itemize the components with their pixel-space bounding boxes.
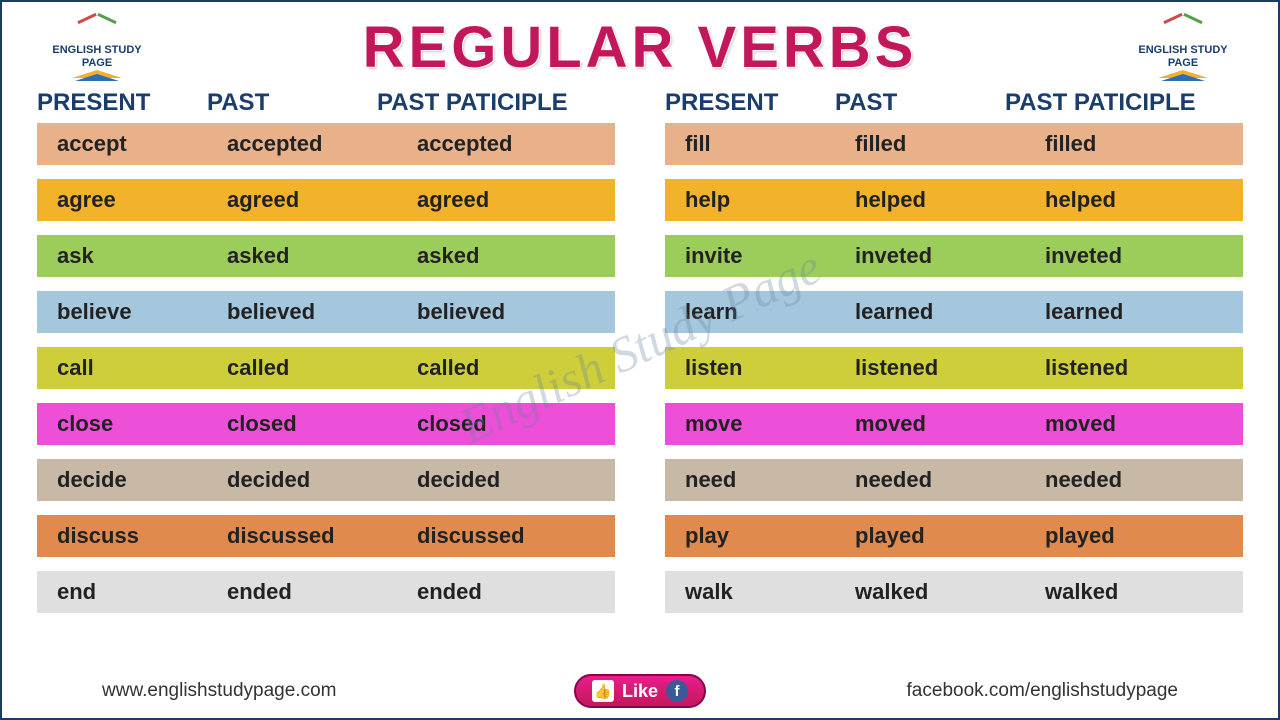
verb-past: listened xyxy=(855,355,1045,381)
footer: www.englishstudypage.com 👍 Like f facebo… xyxy=(2,674,1278,708)
header-past: PAST xyxy=(207,89,377,117)
verb-past: accepted xyxy=(227,131,417,157)
verb-past-participle: agreed xyxy=(417,187,615,213)
verb-row: inviteinvetedinveted xyxy=(665,235,1243,277)
verb-past-participle: ended xyxy=(417,579,615,605)
verb-present: agree xyxy=(57,187,227,213)
verb-present: listen xyxy=(685,355,855,381)
verb-past: ended xyxy=(227,579,417,605)
page-title: REGULAR VERBS xyxy=(2,2,1278,81)
verb-row: walkwalkedwalked xyxy=(665,571,1243,613)
verb-present: play xyxy=(685,523,855,549)
logo-left: ENGLISH STUDY PAGE xyxy=(32,12,162,82)
footer-url-right: facebook.com/englishstudypage xyxy=(907,680,1178,702)
verb-past: played xyxy=(855,523,1045,549)
verb-present: invite xyxy=(685,243,855,269)
verb-present: call xyxy=(57,355,227,381)
verb-present: move xyxy=(685,411,855,437)
verb-row: playplayedplayed xyxy=(665,515,1243,557)
verb-row: callcalledcalled xyxy=(37,347,615,389)
verb-present: ask xyxy=(57,243,227,269)
verb-past-participle: needed xyxy=(1045,467,1243,493)
verb-row: decidedecideddecided xyxy=(37,459,615,501)
verb-row: believebelievedbelieved xyxy=(37,291,615,333)
verb-past-participle: moved xyxy=(1045,411,1243,437)
verb-row: endendedended xyxy=(37,571,615,613)
header-past: PAST xyxy=(835,89,1005,117)
verb-past: helped xyxy=(855,187,1045,213)
verb-past-participle: walked xyxy=(1045,579,1243,605)
verb-present: end xyxy=(57,579,227,605)
verb-past-participle: learned xyxy=(1045,299,1243,325)
verb-row: askaskedasked xyxy=(37,235,615,277)
column-headers: PRESENT PAST PAST PATICIPLE xyxy=(37,89,615,117)
verb-present: walk xyxy=(685,579,855,605)
verb-past-participle: played xyxy=(1045,523,1243,549)
verb-row: closeclosedclosed xyxy=(37,403,615,445)
verb-past-participle: closed xyxy=(417,411,615,437)
logo-text: ENGLISH STUDY PAGE xyxy=(1118,44,1248,70)
content: PRESENT PAST PAST PATICIPLE acceptaccept… xyxy=(2,81,1278,627)
verb-present: need xyxy=(685,467,855,493)
verb-past: closed xyxy=(227,411,417,437)
left-column: PRESENT PAST PAST PATICIPLE acceptaccept… xyxy=(37,89,615,627)
verb-past: inveted xyxy=(855,243,1045,269)
verb-past-participle: inveted xyxy=(1045,243,1243,269)
like-badge[interactable]: 👍 Like f xyxy=(574,674,706,708)
verb-past: asked xyxy=(227,243,417,269)
verb-past-participle: helped xyxy=(1045,187,1243,213)
verb-past: moved xyxy=(855,411,1045,437)
header-present: PRESENT xyxy=(37,89,207,117)
verb-past: decided xyxy=(227,467,417,493)
verb-past: learned xyxy=(855,299,1045,325)
verb-present: believe xyxy=(57,299,227,325)
verb-past: discussed xyxy=(227,523,417,549)
verb-row: helphelpedhelped xyxy=(665,179,1243,221)
right-column: PRESENT PAST PAST PATICIPLE fillfilledfi… xyxy=(665,89,1243,627)
verb-row: acceptacceptedaccepted xyxy=(37,123,615,165)
verb-present: fill xyxy=(685,131,855,157)
logo-right: ENGLISH STUDY PAGE xyxy=(1118,12,1248,82)
verb-past-participle: believed xyxy=(417,299,615,325)
verb-row: agreeagreedagreed xyxy=(37,179,615,221)
verb-present: close xyxy=(57,411,227,437)
verb-past: believed xyxy=(227,299,417,325)
verb-past-participle: discussed xyxy=(417,523,615,549)
verb-past-participle: called xyxy=(417,355,615,381)
verb-past-participle: accepted xyxy=(417,131,615,157)
verb-past: filled xyxy=(855,131,1045,157)
verb-present: accept xyxy=(57,131,227,157)
footer-url-left: www.englishstudypage.com xyxy=(102,680,336,702)
verb-present: decide xyxy=(57,467,227,493)
verb-row: discussdiscusseddiscussed xyxy=(37,515,615,557)
verb-row: needneededneeded xyxy=(665,459,1243,501)
verb-present: help xyxy=(685,187,855,213)
logo-text: ENGLISH STUDY PAGE xyxy=(32,44,162,70)
verb-present: discuss xyxy=(57,523,227,549)
verb-row: listenlistenedlistened xyxy=(665,347,1243,389)
header-past-participle: PAST PATICIPLE xyxy=(377,89,615,117)
verb-past-participle: listened xyxy=(1045,355,1243,381)
logo-book-icon xyxy=(72,70,122,82)
verb-row: fillfilledfilled xyxy=(665,123,1243,165)
verb-past: agreed xyxy=(227,187,417,213)
facebook-icon: f xyxy=(666,680,688,702)
verb-past: called xyxy=(227,355,417,381)
verb-past-participle: decided xyxy=(417,467,615,493)
verb-row: learnlearnedlearned xyxy=(665,291,1243,333)
thumb-icon: 👍 xyxy=(592,680,614,702)
logo-book-icon xyxy=(1158,70,1208,82)
like-label: Like xyxy=(622,681,658,702)
verb-past-participle: asked xyxy=(417,243,615,269)
logo-roof-icon xyxy=(67,12,127,42)
verb-present: learn xyxy=(685,299,855,325)
column-headers: PRESENT PAST PAST PATICIPLE xyxy=(665,89,1243,117)
verb-past: needed xyxy=(855,467,1045,493)
verb-past: walked xyxy=(855,579,1045,605)
header-past-participle: PAST PATICIPLE xyxy=(1005,89,1243,117)
verb-past-participle: filled xyxy=(1045,131,1243,157)
logo-roof-icon xyxy=(1153,12,1213,42)
header-present: PRESENT xyxy=(665,89,835,117)
verb-row: movemovedmoved xyxy=(665,403,1243,445)
